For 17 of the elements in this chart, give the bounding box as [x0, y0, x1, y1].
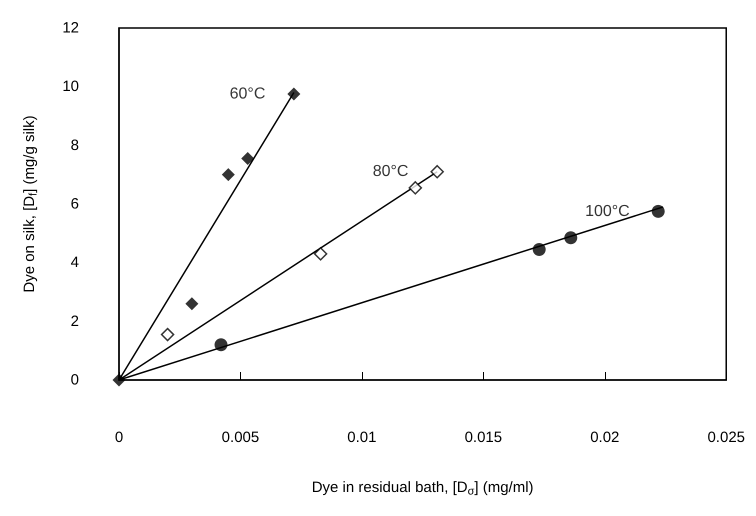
- series-label: 100°C: [585, 202, 630, 220]
- y-axis-title: Dye on silk, [Df] (mg/g silk): [21, 115, 40, 293]
- x-tick-label: 0.01: [347, 429, 376, 446]
- series-label: 60°C: [230, 86, 266, 102]
- y-tick-label: 6: [70, 196, 79, 212]
- y-tick-label: 2: [70, 312, 79, 330]
- y-tick-label: 12: [62, 20, 79, 36]
- y-tick-label: 8: [70, 136, 79, 154]
- y-tick-label: 0: [70, 372, 79, 388]
- series-label: 80°C: [372, 163, 408, 180]
- x-tick-label: 0.02: [590, 429, 620, 446]
- x-tick-label: 0.015: [464, 429, 502, 446]
- y-tick-label: 10: [62, 78, 79, 96]
- x-tick-label: 0.025: [707, 429, 746, 446]
- x-tick-label: 0.005: [222, 429, 260, 446]
- y-tick-label: 4: [70, 254, 79, 272]
- x-tick-label: 0: [114, 429, 124, 446]
